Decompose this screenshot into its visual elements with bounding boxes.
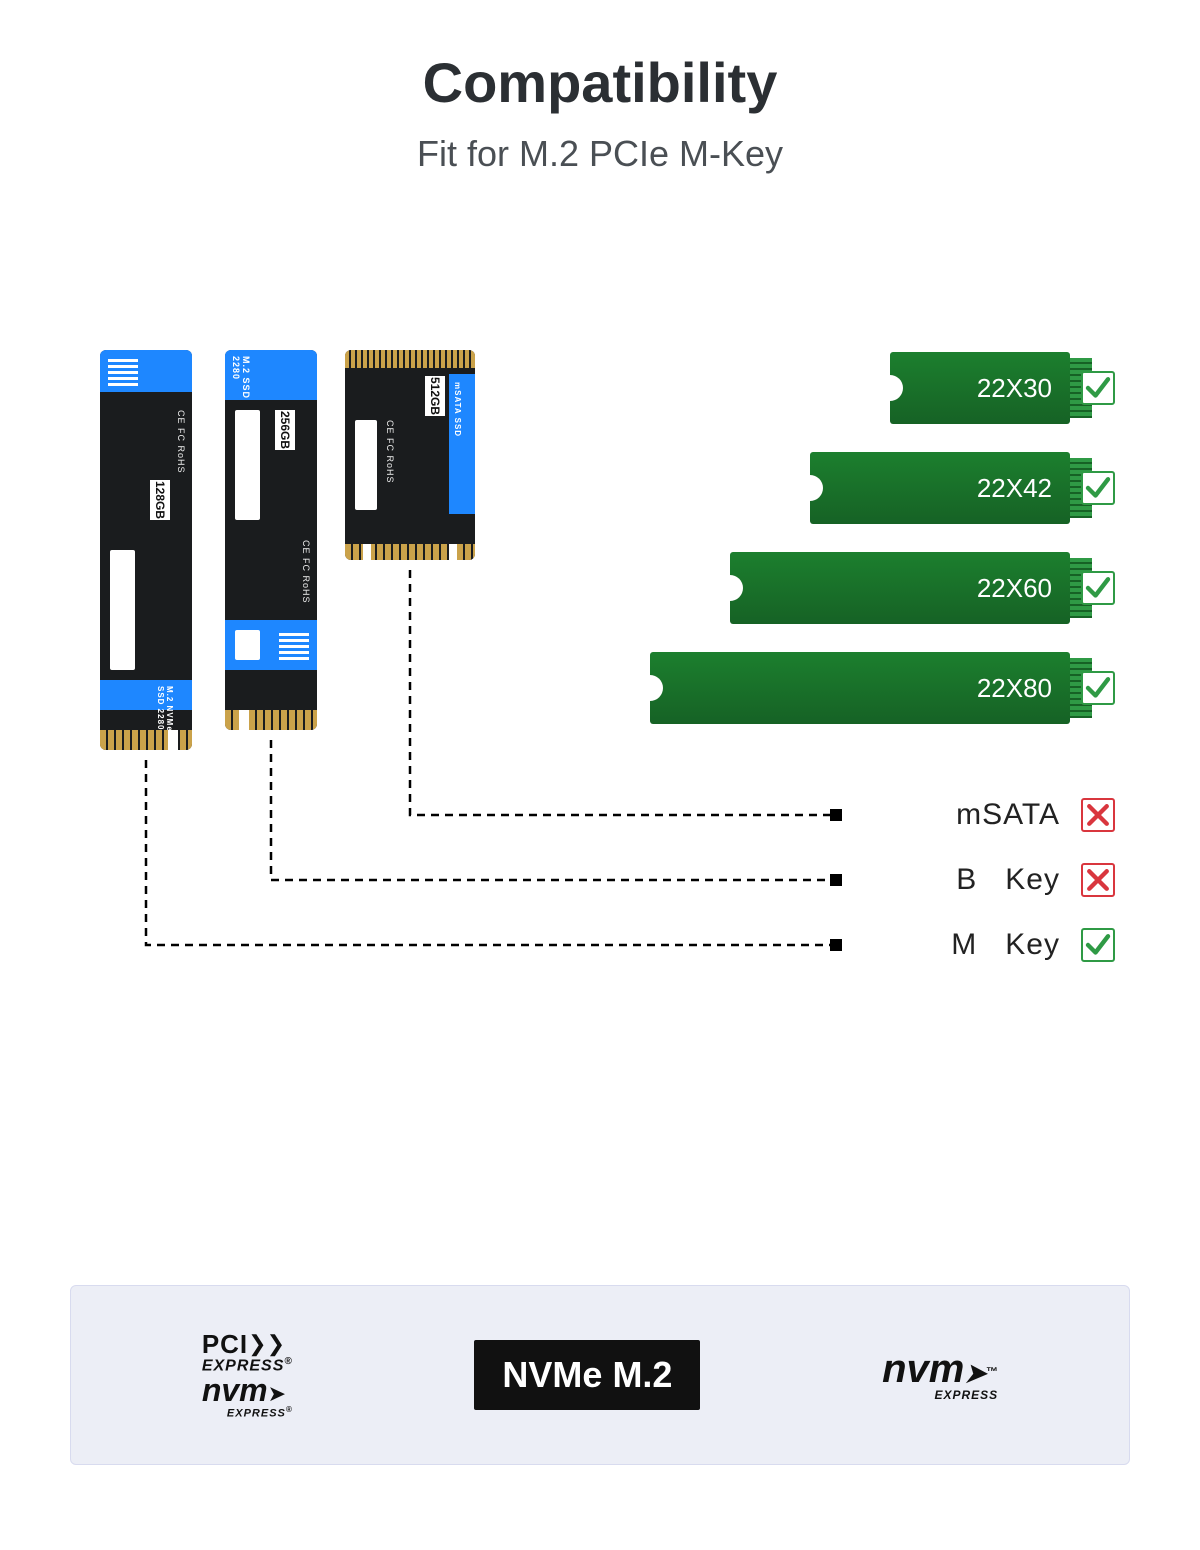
compatibility-diagram: CE FC RoHS 128GB M.2 NVMe SSD 2280 M.2 S… (0, 320, 1200, 1220)
dashed-connectors (0, 320, 1200, 1020)
page-subtitle: Fit for M.2 PCIe M-Key (0, 133, 1200, 175)
nvm-express-logo: nvm➤™ EXPRESS (882, 1349, 998, 1401)
line-endcap (830, 939, 842, 951)
pci-express-nvm-logo: PCI❯❯ EXPRESS® nvm➤ EXPRESS® (202, 1331, 293, 1420)
page-title: Compatibility (0, 50, 1200, 115)
line-endcap (830, 809, 842, 821)
logo-bar: PCI❯❯ EXPRESS® nvm➤ EXPRESS® NVMe M.2 nv… (70, 1285, 1130, 1465)
line-endcap (830, 874, 842, 886)
nvme-m2-logo: NVMe M.2 (474, 1340, 700, 1410)
